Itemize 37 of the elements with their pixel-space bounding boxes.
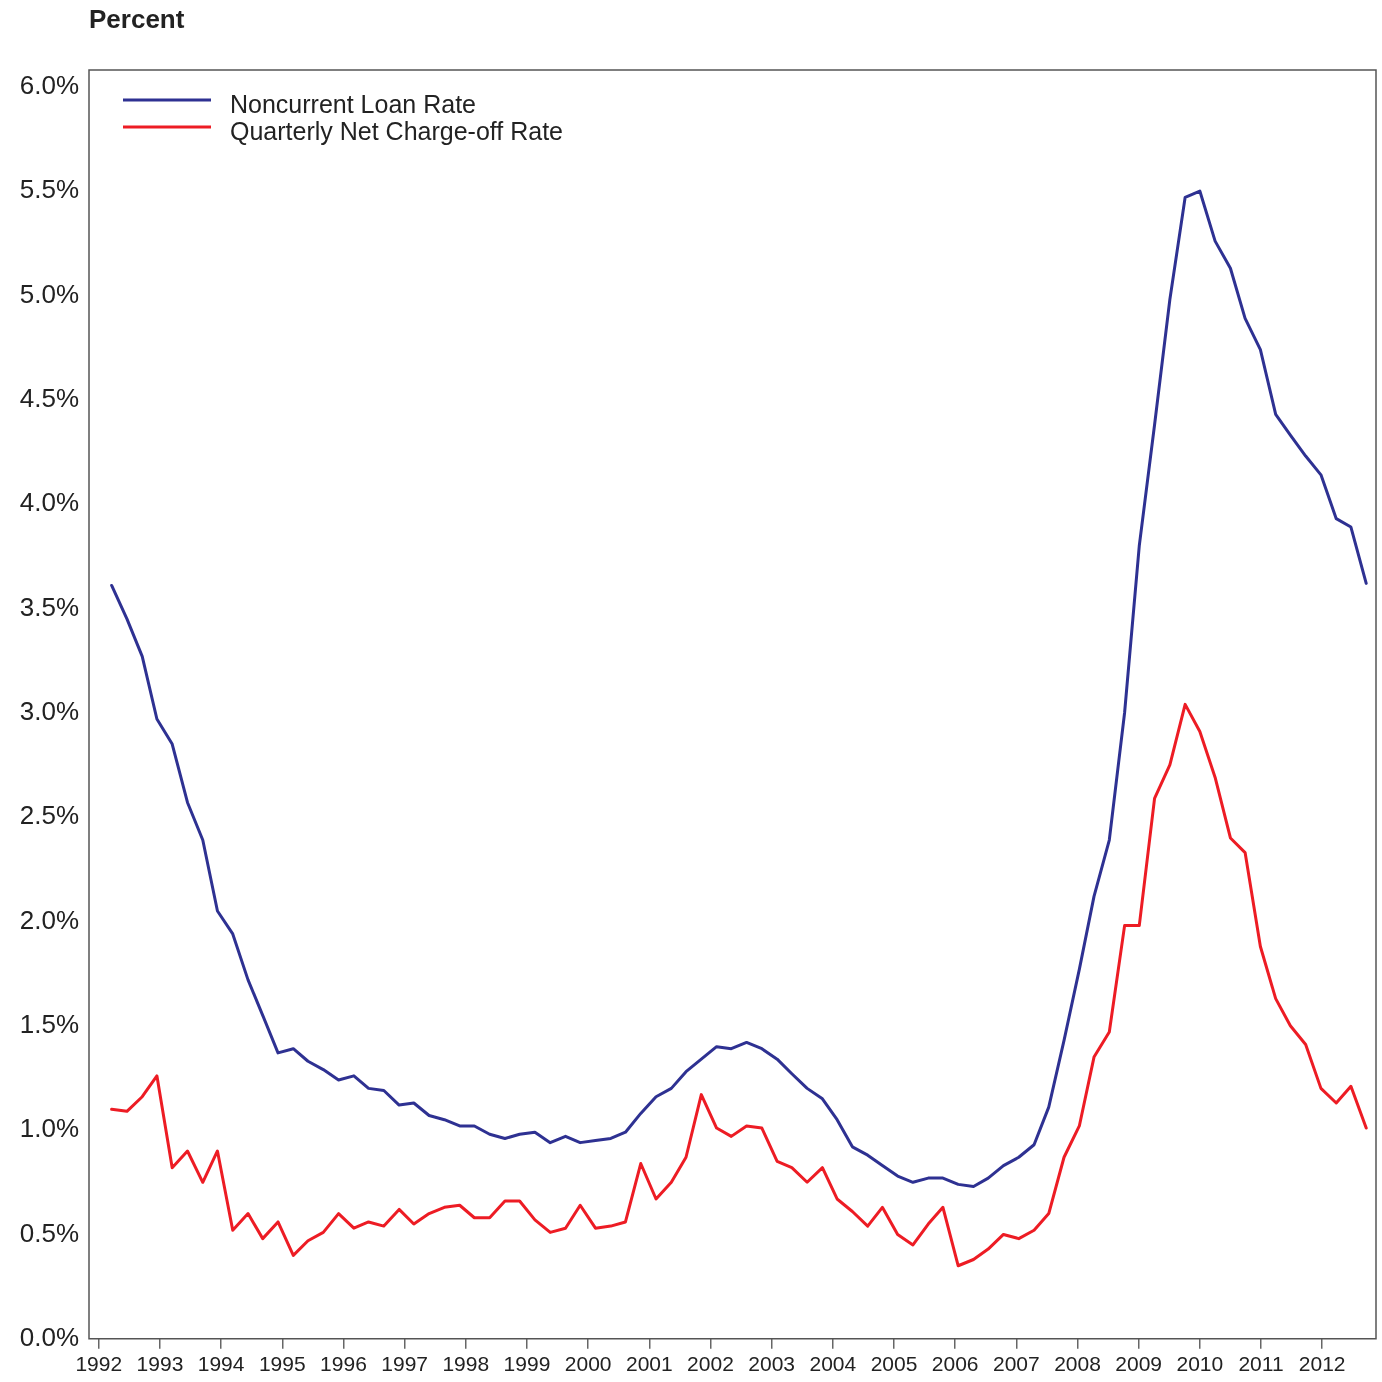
x-tick-label: 1995 (258, 1352, 306, 1376)
y-tick-label: 3.5% (19, 591, 79, 622)
legend-label: Quarterly Net Charge-off Rate (230, 116, 564, 145)
x-tick-label: 2003 (748, 1352, 796, 1376)
x-tick-label: 2004 (809, 1352, 857, 1376)
x-tick-label: 2009 (1115, 1352, 1163, 1376)
y-tick-label: 2.0% (19, 904, 79, 935)
x-tick-label: 2005 (870, 1352, 918, 1376)
y-tick-label: 3.0% (19, 695, 79, 726)
x-tick-label: 2006 (931, 1352, 979, 1376)
y-tick-label: 5.5% (19, 174, 79, 205)
y-tick-label: 2.5% (19, 800, 79, 831)
x-tick-label: 1992 (75, 1352, 123, 1376)
y-axis-title: Percent (89, 4, 185, 35)
x-tick-label: 1998 (442, 1352, 490, 1376)
x-tick-label: 1999 (503, 1352, 551, 1376)
x-tick-label: 2001 (625, 1352, 673, 1376)
x-tick-label: 2007 (992, 1352, 1040, 1376)
x-tick-label: 2012 (1298, 1352, 1346, 1376)
x-tick-label: 1993 (136, 1352, 184, 1376)
y-tick-label: 0.5% (19, 1217, 79, 1248)
x-tick-label: 1997 (381, 1352, 428, 1376)
x-tick-label: 1994 (197, 1352, 245, 1376)
y-tick-label: 1.5% (19, 1008, 79, 1039)
y-tick-label: 0.0% (19, 1321, 79, 1352)
y-tick-label: 6.0% (19, 69, 79, 100)
x-tick-label: 1996 (320, 1352, 367, 1376)
legend-label: Noncurrent Loan Rate (230, 89, 476, 118)
y-tick-label: 1.0% (19, 1113, 79, 1144)
x-tick-label: 2011 (1238, 1352, 1284, 1376)
y-tick-label: 4.0% (19, 487, 79, 518)
y-tick-label: 5.0% (19, 278, 79, 309)
x-tick-label: 2002 (687, 1352, 734, 1376)
y-tick-label: 4.5% (19, 382, 79, 413)
x-tick-label: 2000 (564, 1352, 612, 1376)
x-tick-label: 2010 (1176, 1352, 1224, 1376)
x-tick-label: 2008 (1054, 1352, 1101, 1376)
